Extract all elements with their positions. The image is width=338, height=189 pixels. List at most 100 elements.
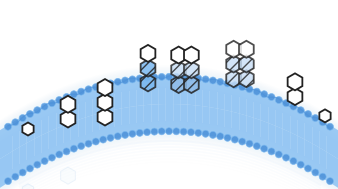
Polygon shape: [226, 70, 241, 87]
Circle shape: [305, 111, 312, 118]
Polygon shape: [61, 96, 75, 113]
Circle shape: [261, 145, 268, 152]
Circle shape: [319, 173, 326, 180]
Circle shape: [246, 140, 253, 147]
Circle shape: [107, 134, 114, 141]
Circle shape: [173, 128, 180, 135]
Circle shape: [275, 151, 282, 158]
Polygon shape: [239, 56, 254, 73]
Polygon shape: [61, 167, 75, 184]
Circle shape: [195, 129, 202, 136]
Circle shape: [327, 123, 334, 130]
Circle shape: [224, 134, 231, 141]
Polygon shape: [98, 79, 112, 96]
Polygon shape: [226, 56, 241, 73]
Circle shape: [239, 84, 246, 91]
Circle shape: [19, 169, 26, 176]
Circle shape: [26, 111, 33, 118]
Circle shape: [70, 91, 77, 98]
Circle shape: [217, 78, 224, 85]
Circle shape: [92, 84, 99, 91]
Circle shape: [12, 173, 19, 180]
Circle shape: [4, 123, 11, 130]
Polygon shape: [0, 87, 338, 177]
Polygon shape: [98, 108, 112, 125]
Polygon shape: [22, 122, 33, 136]
Polygon shape: [141, 60, 155, 77]
Polygon shape: [98, 94, 112, 111]
Polygon shape: [0, 76, 338, 187]
Circle shape: [246, 86, 253, 93]
Circle shape: [12, 119, 19, 126]
Circle shape: [56, 151, 63, 158]
Polygon shape: [0, 85, 338, 178]
Circle shape: [48, 100, 55, 107]
Circle shape: [100, 82, 106, 89]
Circle shape: [114, 133, 121, 140]
Polygon shape: [0, 82, 338, 181]
Polygon shape: [22, 184, 33, 189]
Circle shape: [129, 130, 136, 137]
Circle shape: [48, 154, 55, 161]
Circle shape: [210, 131, 216, 138]
Circle shape: [56, 97, 63, 104]
Polygon shape: [141, 74, 155, 91]
Polygon shape: [288, 88, 303, 105]
Polygon shape: [171, 46, 186, 64]
Circle shape: [136, 75, 143, 82]
Polygon shape: [0, 67, 338, 189]
Circle shape: [188, 74, 194, 81]
Polygon shape: [0, 68, 338, 189]
Circle shape: [63, 94, 70, 101]
Circle shape: [180, 128, 187, 135]
Circle shape: [63, 148, 70, 155]
Circle shape: [144, 129, 150, 136]
Polygon shape: [226, 41, 241, 58]
Circle shape: [41, 157, 48, 164]
Circle shape: [26, 165, 33, 172]
Circle shape: [180, 74, 187, 81]
Circle shape: [283, 100, 290, 107]
Circle shape: [166, 73, 172, 80]
Circle shape: [253, 88, 260, 95]
Polygon shape: [0, 104, 338, 189]
Polygon shape: [0, 71, 338, 189]
Circle shape: [217, 133, 224, 140]
Polygon shape: [0, 84, 338, 180]
Circle shape: [297, 107, 304, 114]
Polygon shape: [319, 109, 331, 122]
Polygon shape: [0, 77, 338, 185]
Circle shape: [290, 157, 297, 164]
Circle shape: [122, 131, 128, 138]
Circle shape: [224, 80, 231, 87]
Circle shape: [19, 115, 26, 122]
Circle shape: [268, 94, 275, 101]
Circle shape: [129, 76, 136, 83]
Circle shape: [312, 169, 319, 176]
Circle shape: [114, 78, 121, 85]
Circle shape: [253, 143, 260, 149]
Polygon shape: [184, 61, 199, 78]
Polygon shape: [184, 46, 199, 64]
Circle shape: [166, 128, 172, 135]
Circle shape: [85, 140, 92, 147]
Polygon shape: [61, 111, 75, 128]
Circle shape: [319, 119, 326, 126]
Polygon shape: [239, 70, 254, 87]
Polygon shape: [239, 41, 254, 58]
Circle shape: [188, 129, 194, 136]
Circle shape: [158, 128, 165, 135]
Polygon shape: [0, 66, 338, 189]
Circle shape: [122, 77, 128, 84]
Polygon shape: [141, 45, 155, 62]
Circle shape: [78, 88, 85, 95]
Circle shape: [275, 97, 282, 104]
Circle shape: [151, 128, 158, 135]
Circle shape: [312, 115, 319, 122]
Circle shape: [283, 154, 290, 161]
Circle shape: [327, 178, 334, 185]
Circle shape: [107, 80, 114, 87]
Circle shape: [202, 76, 209, 83]
Polygon shape: [171, 76, 186, 93]
Polygon shape: [0, 70, 338, 189]
